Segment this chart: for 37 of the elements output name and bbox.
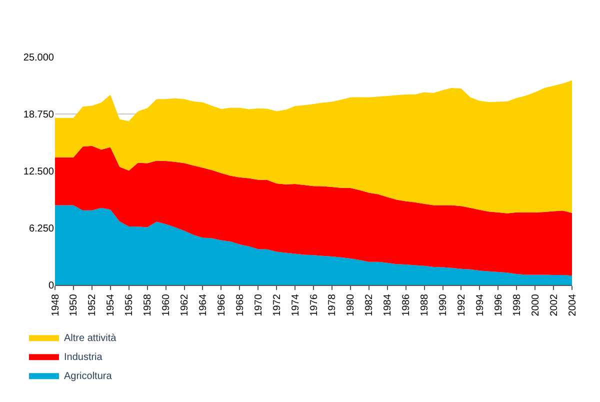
x-tick-label: 1960 — [161, 294, 172, 316]
x-tick-label: 1966 — [216, 294, 228, 316]
x-tick-label: 1964 — [198, 294, 209, 316]
x-tick-label: 2002 — [548, 294, 560, 316]
x-tick-label: 1972 — [272, 294, 283, 316]
x-tick-label: 1968 — [234, 294, 246, 316]
y-tick-label: 18.750 — [23, 110, 54, 120]
x-tick-label: 1970 — [253, 294, 264, 316]
x-tick-label: 2004 — [567, 294, 578, 316]
x-tick-label: 1962 — [180, 294, 190, 316]
x-tick-label: 1956 — [124, 294, 136, 316]
x-tick-label: 1976 — [308, 294, 320, 316]
x-tick-label: 1994 — [474, 294, 486, 316]
x-tick-label: 1952 — [87, 294, 98, 316]
x-tick-label: 1990 — [438, 294, 449, 316]
x-tick-label: 1986 — [401, 294, 412, 316]
x-tick-label: 1958 — [142, 294, 154, 316]
x-tick-label: 1978 — [327, 294, 338, 316]
legend-label: Agricoltura — [64, 371, 112, 382]
x-tick-label: 1950 — [68, 294, 80, 316]
x-tick-label: 2000 — [530, 294, 542, 316]
x-tick-label: 1998 — [512, 294, 523, 316]
x-tick-label: 1984 — [382, 294, 394, 316]
x-tick-label: 1992 — [456, 294, 468, 316]
x-tick-label: 1980 — [346, 294, 357, 316]
x-tick-label: 1974 — [290, 294, 302, 316]
y-tick-label: 12.500 — [23, 166, 54, 178]
x-tick-label: 1996 — [493, 294, 504, 316]
y-tick-label: 6.250 — [28, 224, 54, 234]
y-tick-label: 0 — [48, 280, 54, 292]
legend-label: Altre attività — [64, 333, 117, 344]
x-tick-label: 1988 — [420, 294, 431, 316]
y-tick-label: 25.000 — [23, 52, 54, 64]
x-tick-label: 1982 — [364, 294, 376, 316]
x-tick-label: 1948 — [50, 294, 62, 316]
legend-label: Industria — [64, 352, 103, 364]
x-tick-label: 1954 — [106, 294, 117, 316]
